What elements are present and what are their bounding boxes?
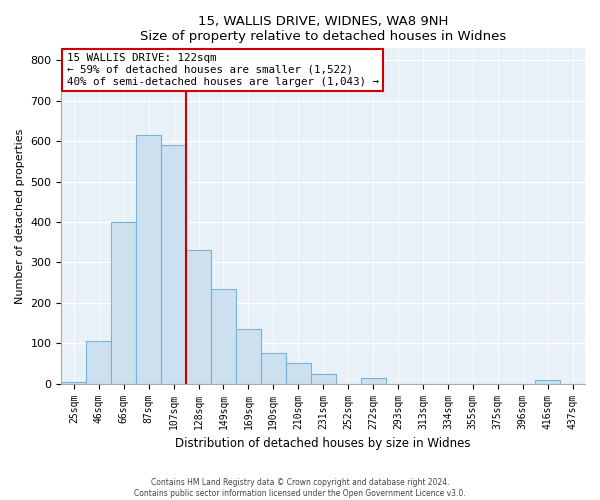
Bar <box>535 380 560 384</box>
Y-axis label: Number of detached properties: Number of detached properties <box>15 128 25 304</box>
X-axis label: Distribution of detached houses by size in Widnes: Distribution of detached houses by size … <box>175 437 471 450</box>
Bar <box>61 382 86 384</box>
Bar <box>286 364 311 384</box>
Text: 15 WALLIS DRIVE: 122sqm
← 59% of detached houses are smaller (1,522)
40% of semi: 15 WALLIS DRIVE: 122sqm ← 59% of detache… <box>67 54 379 86</box>
Bar <box>86 342 111 384</box>
Bar <box>161 146 186 384</box>
Bar <box>186 250 211 384</box>
Bar <box>261 354 286 384</box>
Bar <box>211 288 236 384</box>
Bar <box>136 135 161 384</box>
Bar <box>311 374 335 384</box>
Bar <box>236 329 261 384</box>
Text: Contains HM Land Registry data © Crown copyright and database right 2024.
Contai: Contains HM Land Registry data © Crown c… <box>134 478 466 498</box>
Title: 15, WALLIS DRIVE, WIDNES, WA8 9NH
Size of property relative to detached houses i: 15, WALLIS DRIVE, WIDNES, WA8 9NH Size o… <box>140 15 506 43</box>
Bar <box>111 222 136 384</box>
Bar <box>361 378 386 384</box>
